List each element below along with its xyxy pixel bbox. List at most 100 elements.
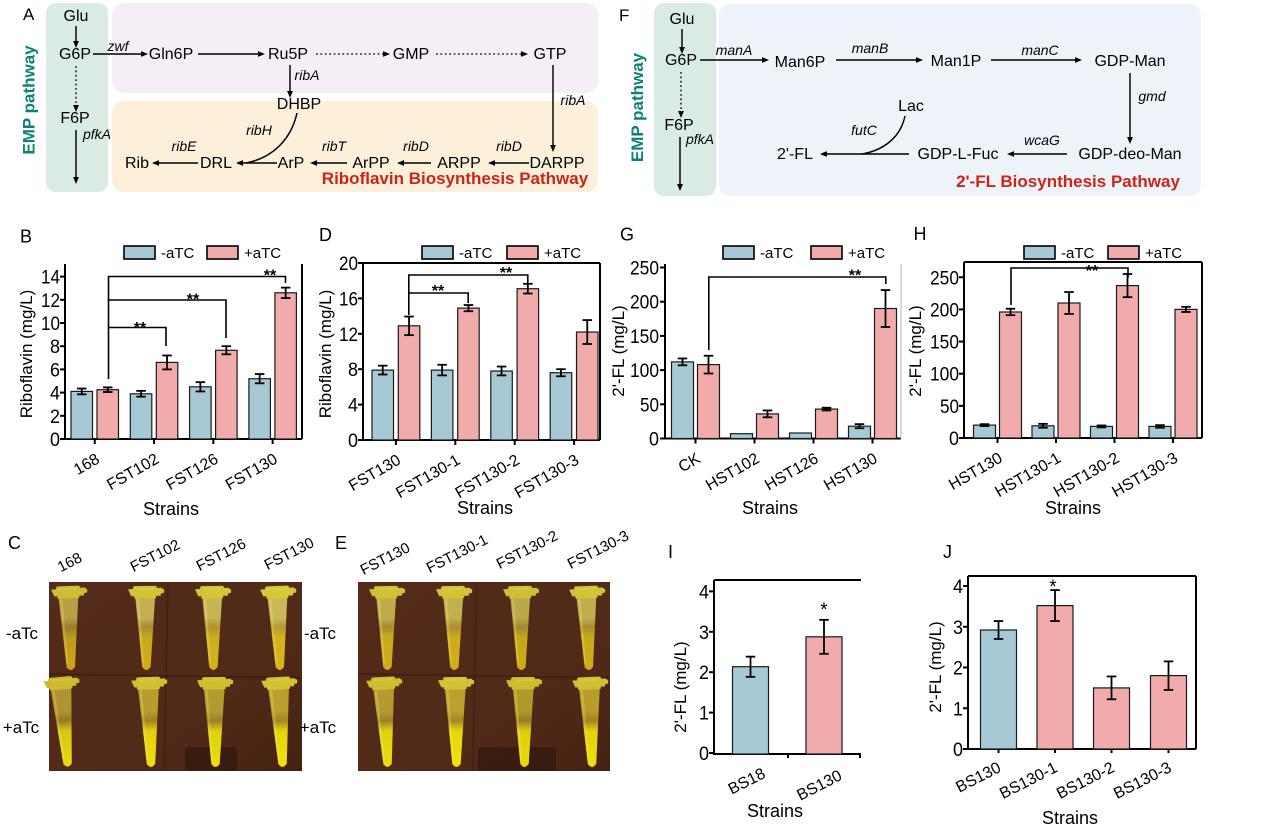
- svg-text:ArP: ArP: [278, 155, 305, 172]
- svg-text:Strains: Strains: [143, 499, 199, 519]
- svg-text:12: 12: [41, 291, 60, 312]
- svg-text:manC: manC: [1021, 42, 1059, 58]
- svg-text:gmd: gmd: [1138, 88, 1166, 104]
- svg-text:0: 0: [649, 430, 659, 451]
- svg-text:12: 12: [339, 325, 358, 346]
- svg-text:+aTc: +aTc: [300, 718, 337, 737]
- svg-text:Man1P: Man1P: [931, 53, 982, 70]
- svg-text:FST102: FST102: [104, 451, 162, 494]
- svg-text:pfkA: pfkA: [685, 131, 714, 147]
- svg-text:FST126: FST126: [194, 535, 249, 574]
- svg-text:Ru5P: Ru5P: [268, 46, 308, 63]
- svg-text:EMP pathway: EMP pathway: [628, 52, 647, 162]
- svg-text:*: *: [820, 600, 828, 621]
- svg-text:1: 1: [953, 699, 963, 720]
- svg-text:200: 200: [930, 300, 959, 321]
- svg-text:zwf: zwf: [107, 38, 131, 54]
- svg-text:**: **: [1086, 263, 1099, 280]
- svg-text:HST102: HST102: [703, 450, 762, 494]
- svg-text:F6P: F6P: [664, 117, 693, 134]
- svg-text:HST126: HST126: [762, 450, 821, 494]
- svg-text:-aTc: -aTc: [304, 624, 337, 643]
- svg-text:A: A: [23, 5, 35, 24]
- svg-text:8: 8: [348, 360, 358, 381]
- svg-text:FST130-1: FST130-1: [424, 531, 491, 576]
- svg-text:**: **: [264, 268, 277, 285]
- svg-text:-aTc: -aTc: [6, 624, 39, 643]
- svg-text:0: 0: [953, 740, 963, 761]
- svg-text:**: **: [500, 265, 513, 282]
- svg-text:6: 6: [50, 360, 60, 381]
- svg-text:FST130-2: FST130-2: [453, 452, 523, 502]
- svg-text:+aTc: +aTc: [3, 718, 40, 737]
- svg-text:ribA: ribA: [295, 67, 320, 83]
- svg-text:**: **: [432, 283, 445, 300]
- svg-text:0: 0: [699, 744, 709, 765]
- svg-text:Glu: Glu: [64, 8, 89, 25]
- svg-text:50: 50: [640, 395, 659, 416]
- svg-text:ribH: ribH: [246, 122, 273, 138]
- svg-text:-aTC: -aTC: [459, 245, 493, 262]
- svg-text:ribE: ribE: [172, 138, 198, 154]
- svg-text:manA: manA: [716, 42, 753, 58]
- svg-text:F6P: F6P: [60, 110, 89, 127]
- svg-text:10: 10: [41, 314, 60, 335]
- svg-text:DHBP: DHBP: [277, 96, 321, 113]
- svg-text:manB: manB: [852, 40, 889, 56]
- svg-text:FST130-2: FST130-2: [494, 527, 561, 572]
- svg-text:4: 4: [348, 396, 358, 417]
- svg-text:2: 2: [953, 659, 963, 680]
- svg-text:0: 0: [348, 431, 358, 452]
- svg-text:pfkA: pfkA: [82, 126, 111, 142]
- svg-text:20: 20: [339, 254, 358, 275]
- svg-text:2'-FL (mg/L): 2'-FL (mg/L): [926, 621, 945, 712]
- svg-text:ribA: ribA: [561, 92, 586, 108]
- svg-text:FST130-3: FST130-3: [512, 452, 582, 502]
- svg-text:GDP-deo-Man: GDP-deo-Man: [1078, 146, 1181, 163]
- svg-text:CK: CK: [676, 450, 704, 476]
- svg-text:DARPP: DARPP: [529, 155, 584, 172]
- svg-text:2'-FL: 2'-FL: [777, 146, 813, 163]
- svg-text:G6P: G6P: [665, 52, 697, 69]
- svg-text:16: 16: [339, 289, 358, 310]
- svg-text:Riboflavin (mg/L): Riboflavin (mg/L): [316, 290, 335, 419]
- svg-text:Strains: Strains: [747, 801, 803, 821]
- svg-text:**: **: [187, 292, 200, 309]
- svg-text:-aTC: -aTC: [161, 245, 195, 262]
- svg-text:EMP pathway: EMP pathway: [20, 45, 39, 155]
- svg-text:futC: futC: [851, 122, 878, 138]
- svg-text:HST130-2: HST130-2: [1051, 450, 1123, 501]
- svg-text:-aTC: -aTC: [1061, 245, 1095, 262]
- svg-text:FST102: FST102: [128, 536, 183, 575]
- svg-text:2: 2: [50, 407, 60, 428]
- svg-text:-aTC: -aTC: [760, 245, 794, 262]
- svg-text:Strains: Strains: [742, 498, 798, 518]
- svg-text:2'-FL Biosynthesis Pathway: 2'-FL Biosynthesis Pathway: [956, 172, 1180, 191]
- svg-text:Strains: Strains: [1045, 498, 1101, 518]
- svg-text:wcaG: wcaG: [1024, 132, 1060, 148]
- svg-text:BS130-3: BS130-3: [1111, 759, 1174, 802]
- svg-text:+aTC: +aTC: [244, 245, 281, 262]
- svg-text:100: 100: [630, 361, 659, 382]
- svg-text:FST130: FST130: [358, 539, 413, 578]
- svg-text:ARPP: ARPP: [437, 155, 481, 172]
- svg-text:2: 2: [699, 663, 709, 684]
- svg-text:250: 250: [630, 259, 659, 280]
- svg-text:Riboflavin (mg/L): Riboflavin (mg/L): [17, 290, 36, 419]
- svg-text:2'-FL (mg/L): 2'-FL (mg/L): [906, 305, 925, 396]
- svg-text:BS130-2: BS130-2: [1054, 759, 1117, 802]
- svg-text:2'-FL (mg/L): 2'-FL (mg/L): [609, 305, 628, 396]
- svg-text:FST130: FST130: [262, 534, 317, 573]
- svg-text:GDP-Man: GDP-Man: [1094, 53, 1165, 70]
- svg-text:GTP: GTP: [534, 46, 567, 63]
- svg-text:**: **: [849, 268, 862, 285]
- svg-text:200: 200: [630, 293, 659, 314]
- svg-text:GDP-L-Fuc: GDP-L-Fuc: [918, 146, 999, 163]
- svg-text:ArPP: ArPP: [352, 155, 389, 172]
- svg-text:B: B: [20, 227, 32, 247]
- svg-text:Riboflavin Biosynthesis Pathwa: Riboflavin Biosynthesis Pathway: [322, 169, 589, 188]
- svg-text:0: 0: [949, 429, 959, 450]
- svg-text:+aTC: +aTC: [544, 245, 581, 262]
- svg-text:Rib: Rib: [125, 155, 149, 172]
- svg-text:4: 4: [953, 577, 963, 598]
